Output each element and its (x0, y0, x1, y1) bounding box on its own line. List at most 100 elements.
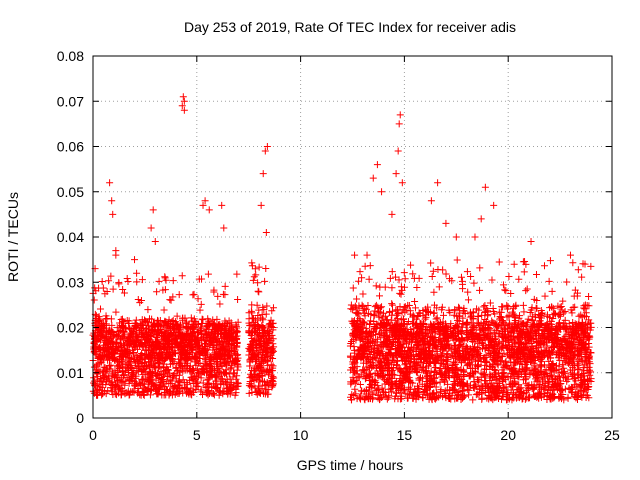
data-point (519, 301, 527, 309)
data-point (98, 278, 106, 286)
data-point (175, 360, 183, 368)
data-point (194, 383, 202, 391)
data-point (250, 364, 258, 372)
data-point (227, 351, 235, 359)
data-point (248, 334, 256, 342)
data-point (121, 342, 129, 350)
data-point (156, 343, 164, 351)
data-point (540, 262, 548, 270)
data-point (234, 318, 242, 326)
data-point (250, 349, 258, 357)
data-point (159, 286, 167, 294)
data-point (171, 349, 179, 357)
data-point (108, 378, 116, 386)
data-point (353, 295, 361, 303)
data-point (578, 273, 586, 281)
data-point (116, 376, 124, 384)
data-point (245, 344, 253, 352)
data-point (103, 347, 111, 355)
data-point (260, 340, 268, 348)
data-point (107, 361, 115, 369)
data-point (137, 362, 145, 370)
data-point (250, 371, 258, 379)
data-point (401, 275, 409, 283)
data-point (166, 338, 174, 346)
data-point (233, 372, 241, 380)
data-point (397, 283, 405, 291)
data-point (251, 358, 259, 366)
data-point (515, 275, 523, 283)
data-point (218, 322, 226, 330)
data-point (397, 290, 405, 298)
data-point (212, 383, 220, 391)
data-point (109, 370, 117, 378)
data-point (167, 296, 175, 304)
data-point (145, 378, 153, 386)
data-point (204, 270, 212, 278)
data-point (220, 323, 228, 331)
data-point (249, 338, 257, 346)
data-point (503, 301, 511, 309)
data-point (359, 290, 367, 298)
data-point (106, 356, 114, 364)
data-point (138, 316, 146, 324)
data-point (255, 288, 263, 296)
data-point (181, 314, 189, 322)
data-point (142, 361, 150, 369)
data-point (118, 315, 126, 323)
data-point (171, 318, 179, 326)
data-point (563, 278, 571, 286)
data-point (480, 303, 488, 311)
data-point (108, 334, 116, 342)
data-point (223, 388, 231, 396)
data-point (248, 259, 256, 267)
data-point (146, 368, 154, 376)
data-point (585, 292, 593, 300)
data-point (93, 386, 101, 394)
data-point (247, 383, 255, 391)
data-point (154, 390, 162, 398)
data-point (137, 352, 145, 360)
data-point (112, 371, 120, 379)
data-point (434, 265, 442, 273)
data-point (259, 358, 267, 366)
data-point (99, 367, 107, 375)
data-point (183, 324, 191, 332)
data-point (179, 367, 187, 375)
data-point (223, 343, 231, 351)
data-point (120, 289, 128, 297)
data-point (255, 374, 263, 382)
data-point (185, 353, 193, 361)
data-point (107, 327, 115, 335)
data-point (165, 336, 173, 344)
data-point (96, 327, 104, 335)
data-point (267, 322, 275, 330)
data-point (195, 275, 203, 283)
data-point (407, 261, 415, 269)
data-point (232, 355, 240, 363)
data-point (195, 370, 203, 378)
data-point (225, 358, 233, 366)
data-point (218, 375, 226, 383)
data-point (388, 268, 396, 276)
data-point (234, 361, 242, 369)
data-point (199, 365, 207, 373)
data-point (141, 358, 149, 366)
data-point (106, 362, 114, 370)
data-point (167, 360, 175, 368)
data-point (228, 384, 236, 392)
data-point (105, 277, 113, 285)
data-point (198, 366, 206, 374)
data-point (220, 330, 228, 338)
data-point (541, 292, 549, 300)
data-point (429, 267, 437, 275)
data-point (195, 349, 203, 357)
data-point (261, 390, 269, 398)
data-point (116, 319, 124, 327)
data-point (269, 354, 277, 362)
data-point (191, 332, 199, 340)
data-point (464, 296, 472, 304)
data-point (165, 322, 173, 330)
data-point (102, 381, 110, 389)
data-point (386, 274, 394, 282)
